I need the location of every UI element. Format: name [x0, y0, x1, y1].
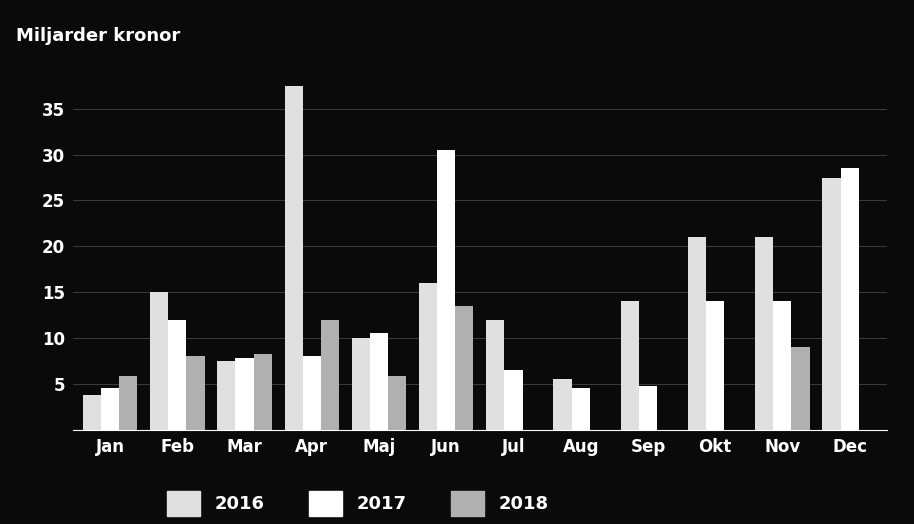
Bar: [218, 361, 236, 430]
Bar: [352, 338, 370, 430]
Bar: [755, 237, 773, 430]
Bar: [83, 395, 101, 430]
Bar: [150, 292, 168, 430]
Bar: [486, 320, 505, 430]
Bar: [707, 301, 724, 430]
Bar: [236, 358, 253, 430]
Text: Miljarder kronor: Miljarder kronor: [16, 27, 180, 45]
Bar: [119, 376, 137, 430]
Bar: [284, 86, 303, 430]
Bar: [455, 306, 473, 430]
Bar: [554, 379, 571, 430]
Bar: [437, 150, 455, 430]
Bar: [841, 168, 858, 430]
Bar: [621, 301, 639, 430]
Bar: [101, 388, 119, 430]
Bar: [571, 388, 590, 430]
Bar: [505, 370, 523, 430]
Bar: [388, 376, 406, 430]
Bar: [303, 356, 321, 430]
Bar: [792, 347, 810, 430]
Bar: [321, 320, 339, 430]
Bar: [253, 354, 271, 430]
Bar: [370, 333, 388, 430]
Bar: [639, 386, 657, 430]
Bar: [168, 320, 186, 430]
Bar: [823, 178, 841, 430]
Legend: 2016, 2017, 2018: 2016, 2017, 2018: [160, 483, 556, 523]
Bar: [419, 283, 437, 430]
Bar: [773, 301, 792, 430]
Bar: [688, 237, 707, 430]
Bar: [186, 356, 205, 430]
